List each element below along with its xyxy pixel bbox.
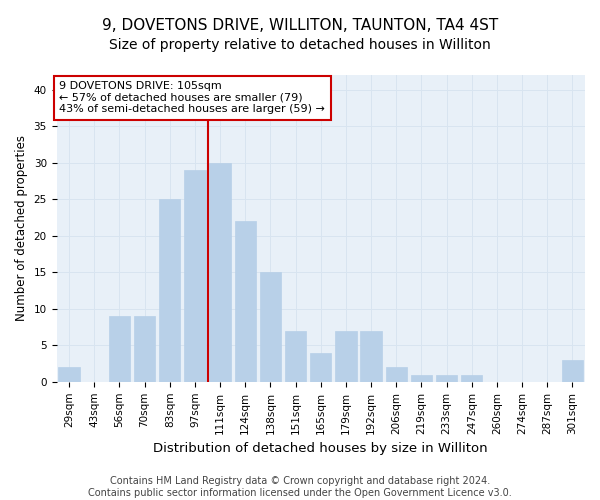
Text: 9, DOVETONS DRIVE, WILLITON, TAUNTON, TA4 4ST: 9, DOVETONS DRIVE, WILLITON, TAUNTON, TA…: [102, 18, 498, 32]
Bar: [386, 367, 407, 382]
Bar: [58, 367, 80, 382]
Bar: [411, 374, 432, 382]
Bar: [235, 221, 256, 382]
Bar: [436, 374, 457, 382]
Bar: [335, 330, 356, 382]
Bar: [461, 374, 482, 382]
Text: Contains HM Land Registry data © Crown copyright and database right 2024.
Contai: Contains HM Land Registry data © Crown c…: [88, 476, 512, 498]
Y-axis label: Number of detached properties: Number of detached properties: [15, 136, 28, 322]
Bar: [285, 330, 306, 382]
Bar: [209, 162, 231, 382]
Bar: [184, 170, 206, 382]
Bar: [361, 330, 382, 382]
Bar: [134, 316, 155, 382]
Text: 9 DOVETONS DRIVE: 105sqm
← 57% of detached houses are smaller (79)
43% of semi-d: 9 DOVETONS DRIVE: 105sqm ← 57% of detach…: [59, 81, 325, 114]
Bar: [260, 272, 281, 382]
Bar: [159, 199, 181, 382]
Bar: [562, 360, 583, 382]
X-axis label: Distribution of detached houses by size in Williton: Distribution of detached houses by size …: [154, 442, 488, 455]
Bar: [109, 316, 130, 382]
Bar: [310, 352, 331, 382]
Text: Size of property relative to detached houses in Williton: Size of property relative to detached ho…: [109, 38, 491, 52]
